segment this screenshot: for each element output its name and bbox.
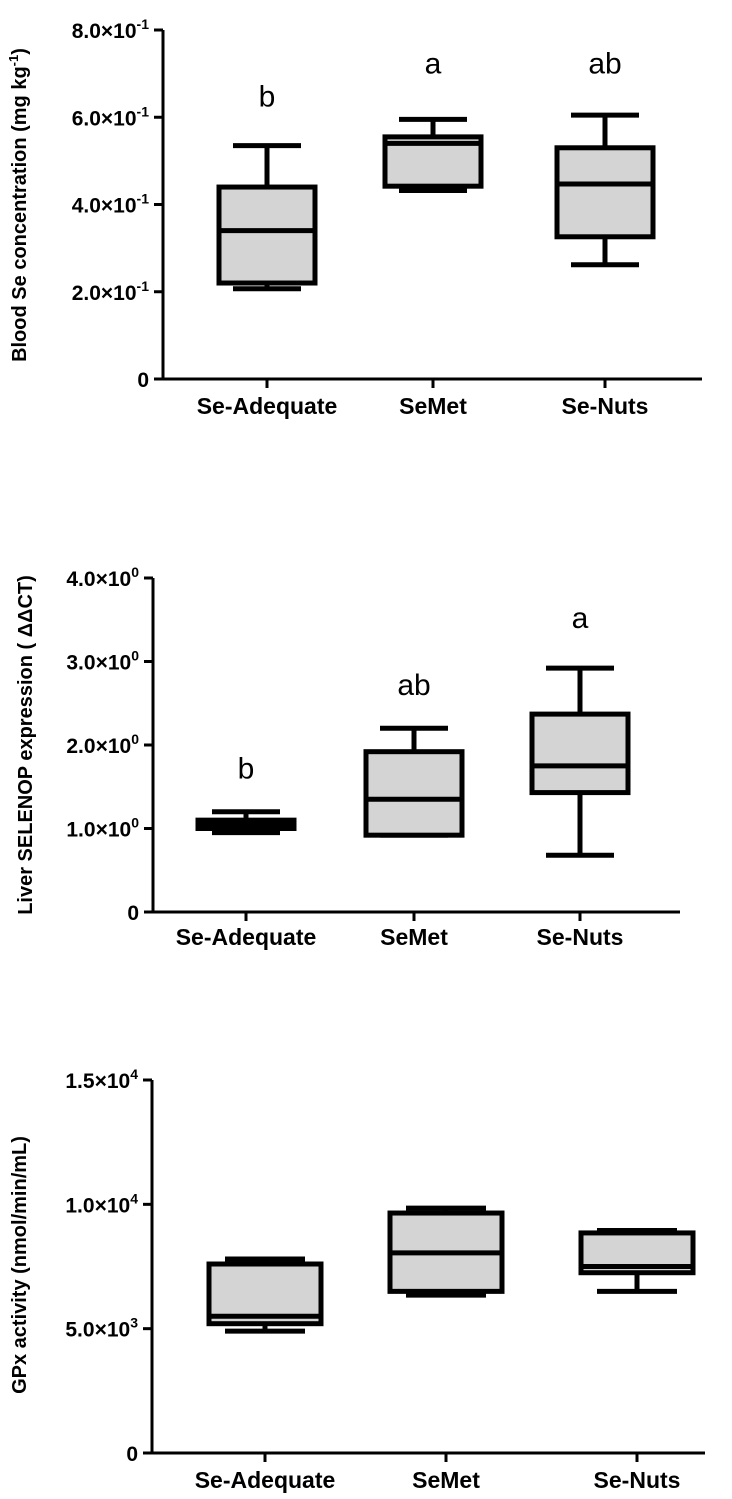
- x-category-label: SeMet: [399, 393, 467, 419]
- y-tick-exponent: 0: [131, 648, 139, 664]
- y-axis-label-superscript: -1: [6, 55, 21, 67]
- y-axis-label: Liver SELENOP expression ( ΔΔCT): [15, 575, 37, 915]
- box-iqr: [529, 711, 631, 796]
- y-tick-mantissa: 4.0×10: [66, 568, 131, 591]
- y-tick-exponent: 3: [130, 1315, 138, 1331]
- y-tick-exponent: 0: [131, 815, 139, 831]
- x-category-label: Se-Nuts: [537, 924, 624, 950]
- y-tick-exponent: 4: [130, 1066, 138, 1082]
- y-tick-mantissa: 2.0×10: [66, 735, 131, 758]
- x-category-label: Se-Nuts: [594, 1467, 681, 1493]
- y-axis-label-main: Blood Se concentration (mg kg: [9, 66, 31, 362]
- y-tick-exponent: 4: [130, 1190, 138, 1206]
- box-iqr: [363, 749, 465, 838]
- y-tick-label: 5.0×103: [65, 1315, 138, 1342]
- box-se-nuts: [529, 665, 631, 858]
- x-category-label: Se-Adequate: [195, 1467, 336, 1493]
- y-axis-label-end: ): [9, 48, 31, 55]
- box-iqr: [216, 184, 318, 286]
- y-tick-mantissa: 3.0×10: [66, 652, 131, 675]
- y-tick-label: 0: [137, 369, 149, 392]
- significance-letter: b: [238, 752, 255, 785]
- significance-letter: ab: [588, 48, 621, 81]
- chart-2: 01.0×1002.0×1003.0×1004.0×100Se-Adequate…: [15, 564, 680, 950]
- box-semet: [387, 1205, 505, 1298]
- y-tick-mantissa: 2.0×10: [72, 282, 137, 305]
- y-tick-label: 0: [126, 1443, 138, 1466]
- y-axis-label-main: Liver SELENOP expression ( ΔΔCT): [15, 575, 37, 915]
- y-tick-mantissa: 6.0×10: [72, 107, 137, 130]
- box-semet: [363, 725, 465, 838]
- y-tick-exponent: -1: [137, 103, 150, 119]
- box-iqr: [554, 145, 656, 240]
- y-tick-label: 8.0×10-1: [72, 16, 149, 43]
- x-category-label: Se-Nuts: [562, 393, 649, 419]
- y-tick-mantissa: 0: [127, 902, 139, 925]
- significance-letter: a: [572, 602, 589, 635]
- y-tick-exponent: 0: [131, 564, 139, 580]
- significance-letter: a: [425, 48, 442, 81]
- y-tick-label: 1.0×100: [66, 815, 139, 842]
- significance-letter: b: [259, 80, 276, 113]
- significance-letter: ab: [397, 669, 430, 702]
- y-tick-exponent: -1: [137, 191, 150, 207]
- y-axis-label: Blood Se concentration (mg kg-1): [6, 48, 31, 362]
- box-se-nuts: [554, 112, 656, 268]
- y-tick-label: 0: [127, 902, 139, 925]
- chart-1: 02.0×10-14.0×10-16.0×10-18.0×10-1Se-Adeq…: [6, 16, 702, 419]
- y-tick-mantissa: 1.5×10: [65, 1070, 130, 1093]
- y-tick-exponent: 0: [131, 731, 139, 747]
- y-tick-label: 6.0×10-1: [72, 103, 149, 130]
- y-tick-label: 2.0×100: [66, 731, 139, 758]
- x-category-label: SeMet: [412, 1467, 480, 1493]
- y-tick-label: 4.0×100: [66, 564, 139, 591]
- y-tick-label: 1.5×104: [65, 1066, 138, 1093]
- box-se-adequate: [206, 1256, 324, 1334]
- y-tick-mantissa: 1.0×10: [65, 1194, 130, 1217]
- x-category-label: Se-Adequate: [197, 393, 338, 419]
- y-tick-label: 4.0×10-1: [72, 191, 149, 218]
- y-tick-exponent: -1: [137, 278, 150, 294]
- box-se-adequate: [216, 143, 318, 292]
- y-tick-exponent: -1: [137, 16, 150, 32]
- y-tick-mantissa: 5.0×10: [65, 1319, 130, 1342]
- y-tick-label: 3.0×100: [66, 648, 139, 675]
- y-tick-mantissa: 1.0×10: [66, 819, 131, 842]
- y-tick-label: 2.0×10-1: [72, 278, 149, 305]
- y-tick-mantissa: 0: [126, 1443, 138, 1466]
- y-axis-label-main: GPx activity (nmol/min/mL): [9, 1136, 31, 1394]
- x-category-label: SeMet: [380, 924, 448, 950]
- y-tick-mantissa: 4.0×10: [72, 195, 137, 218]
- y-tick-label: 1.0×104: [65, 1190, 138, 1217]
- box-se-adequate: [195, 809, 297, 836]
- box-se-nuts: [578, 1227, 696, 1294]
- box-semet: [382, 116, 484, 194]
- y-tick-mantissa: 0: [137, 369, 149, 392]
- y-tick-mantissa: 8.0×10: [72, 20, 137, 43]
- y-axis-label: GPx activity (nmol/min/mL): [9, 1136, 31, 1394]
- x-category-label: Se-Adequate: [176, 924, 317, 950]
